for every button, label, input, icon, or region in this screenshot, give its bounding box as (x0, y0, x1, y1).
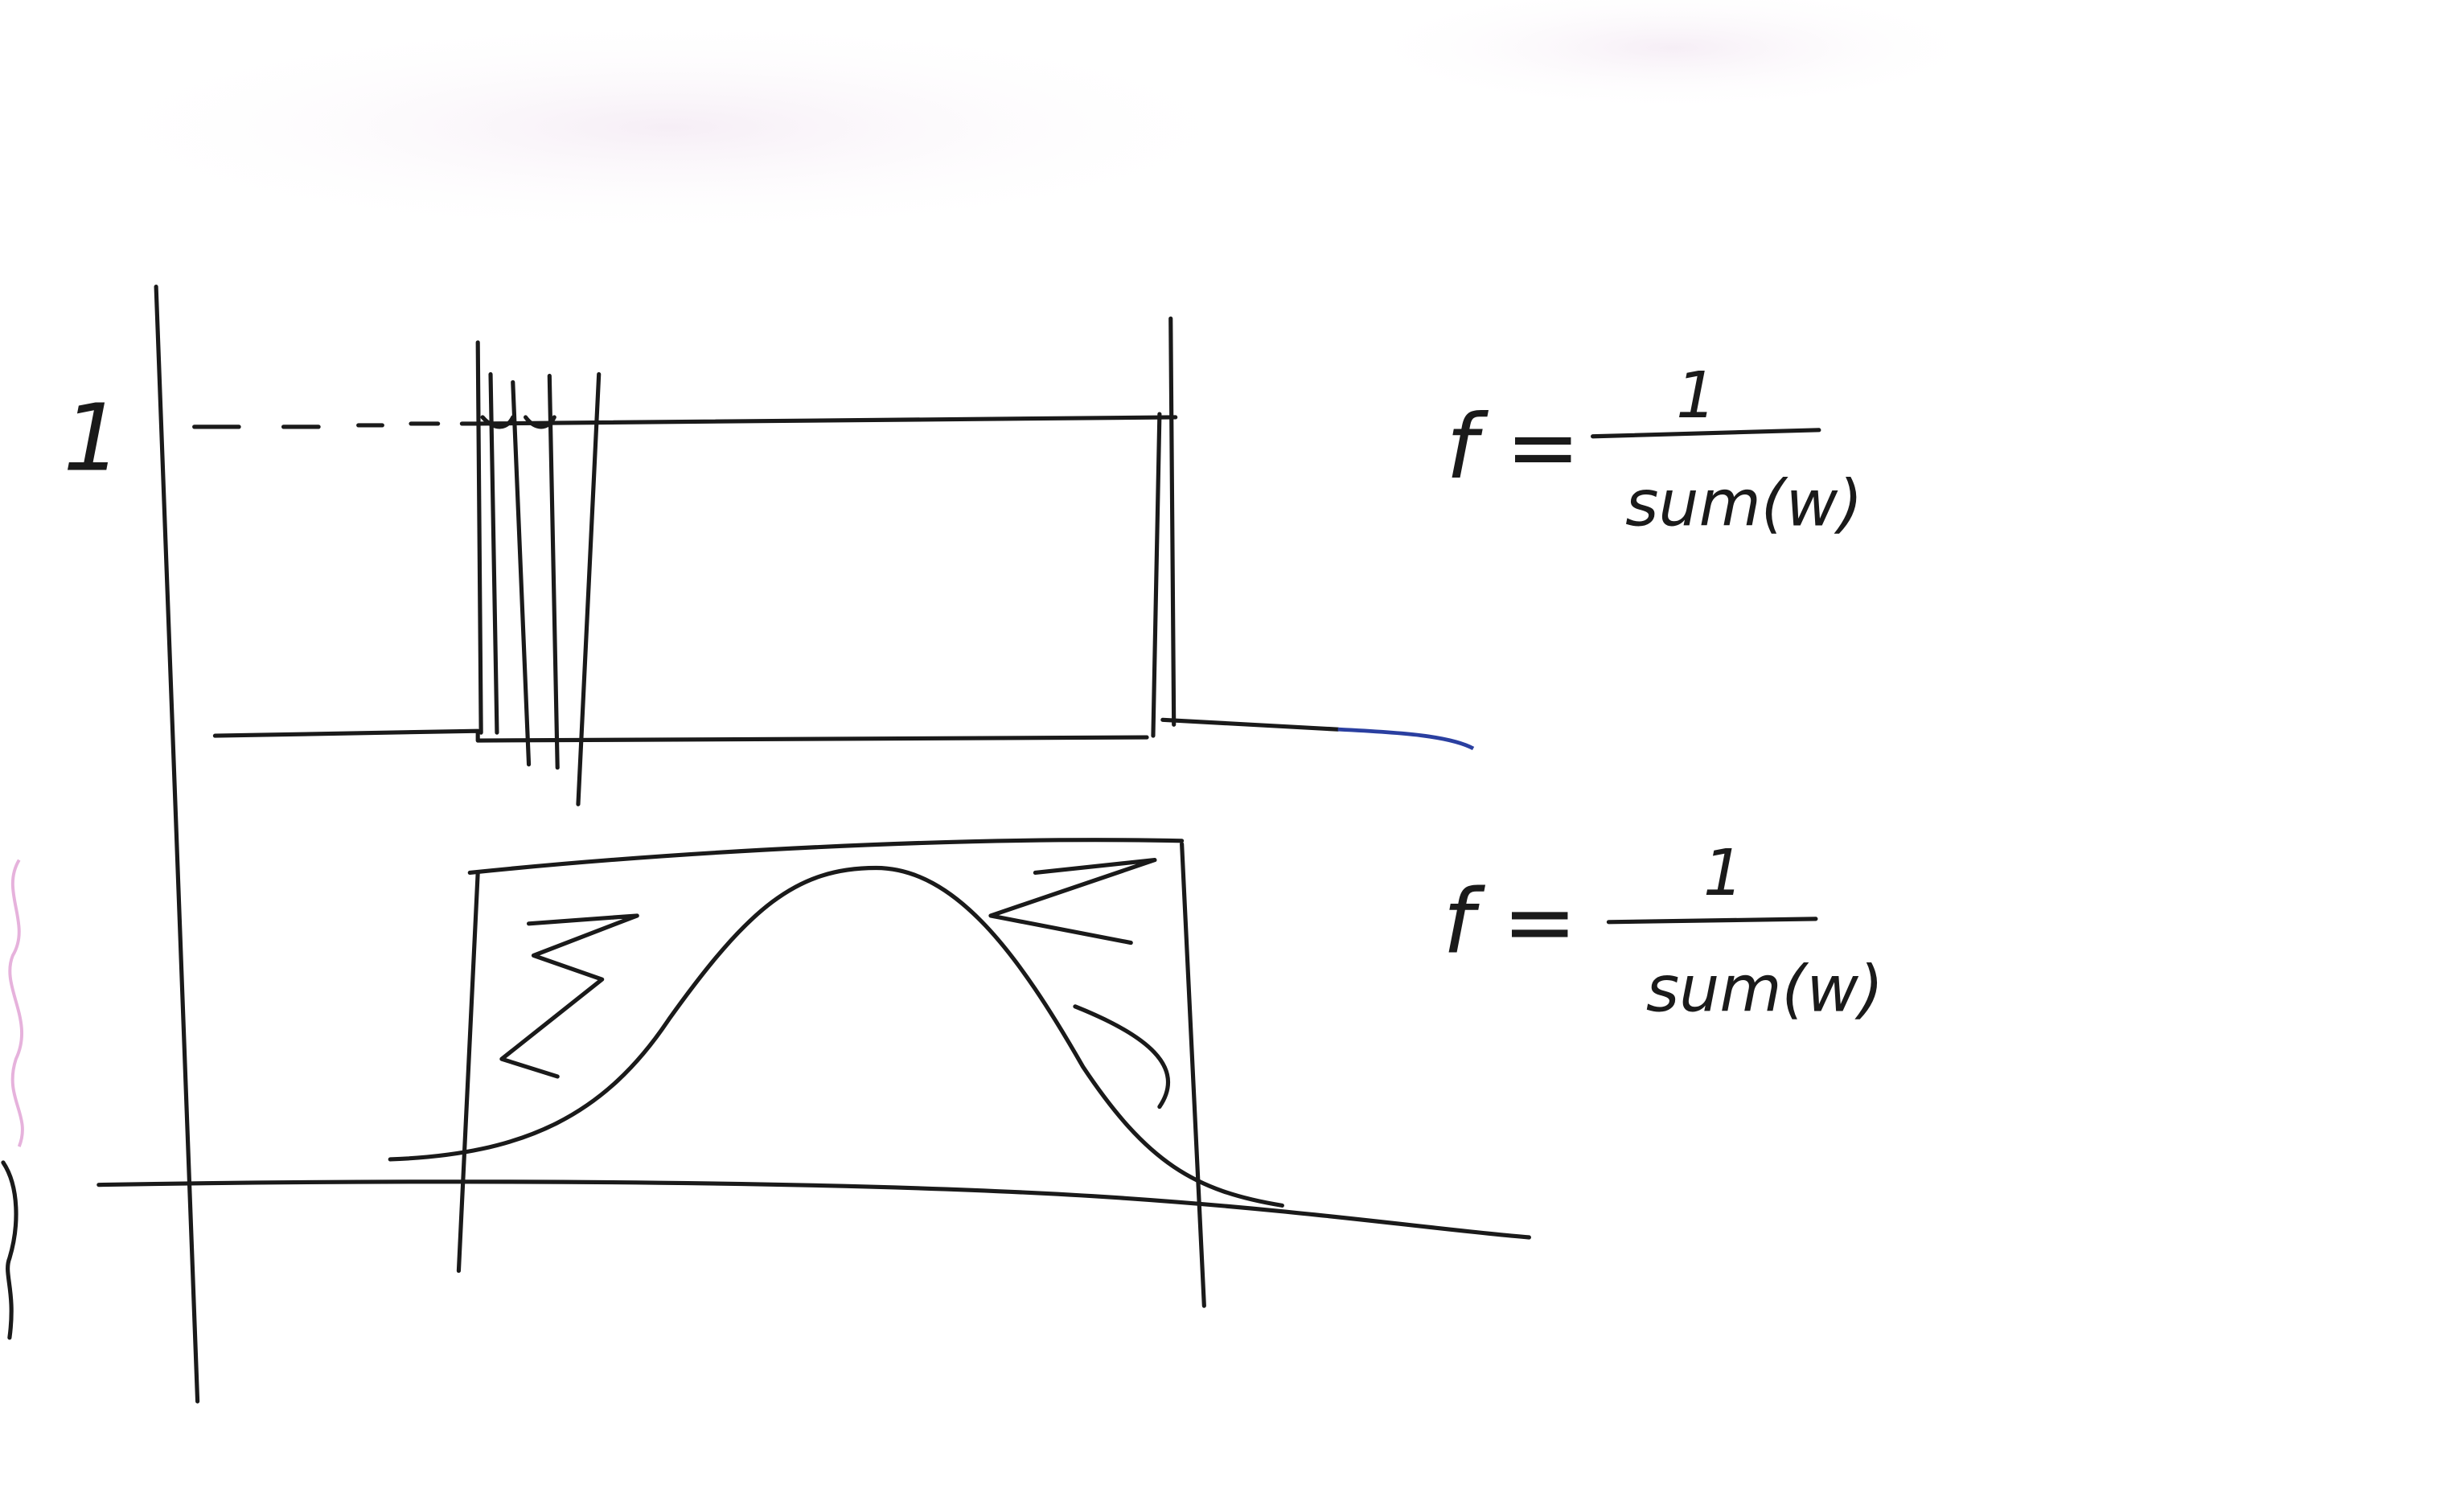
glare (1353, 0, 1991, 112)
fraction-bar (1591, 428, 1821, 439)
glare (64, 15, 1275, 240)
loops (480, 415, 556, 429)
box-top (467, 838, 1185, 876)
axis-label: 1 (63, 384, 121, 492)
formula-lhs: f = (1443, 870, 1577, 974)
vertical-lines (475, 316, 1177, 806)
box-sides (456, 842, 1206, 1308)
dashed-line (192, 421, 480, 429)
pink-scribble (8, 859, 24, 1147)
fraction-bar (1606, 917, 1818, 925)
zigzag-right (988, 858, 1171, 1110)
formula-lhs: f = (1446, 396, 1580, 499)
top-edge (475, 415, 1178, 426)
baseline-blue (1337, 727, 1475, 751)
brace (1, 1160, 18, 1340)
vertical-axis (154, 285, 200, 1404)
baseline (212, 717, 1341, 743)
formula-denominator: sum(w) (1646, 952, 1883, 1027)
zigzag-left (499, 913, 639, 1079)
formula-denominator: sum(w) (1625, 466, 1862, 541)
formula-numerator: 1 (1676, 358, 1716, 433)
baseline-2 (97, 1179, 1531, 1240)
formula-numerator: 1 (1703, 835, 1743, 910)
bell-curve (388, 865, 1284, 1208)
